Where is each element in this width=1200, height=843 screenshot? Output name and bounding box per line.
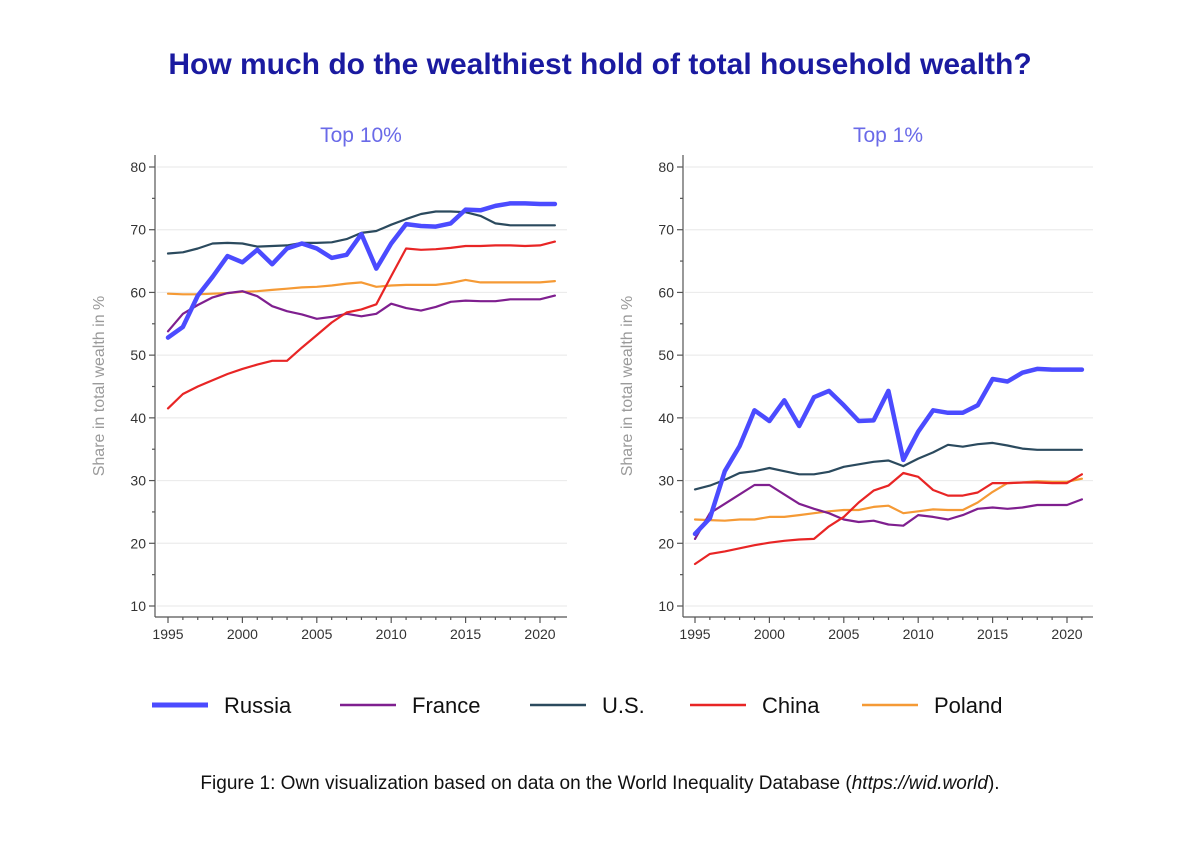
y-tick-label: 70 [658,222,674,238]
panel-title-top-10: Top 10% [320,124,402,147]
y-tick-label: 60 [658,284,674,300]
x-tick-label: 1995 [679,626,710,642]
legend-label: Poland [934,693,1003,718]
legend: Russia France U.S. China Poland [152,693,1003,718]
x-tick-label: 2000 [754,626,785,642]
series-line-france [166,290,557,333]
y-tick-label: 60 [130,284,146,300]
series-line-russia [692,366,1085,537]
x-tick-label: 2020 [1051,626,1082,642]
x-tick-label: 2015 [450,626,481,642]
series-line-russia [165,201,558,340]
y-tick-label: 20 [658,535,674,551]
y-tick-label: 70 [130,222,146,238]
x-tick-label: 2015 [977,626,1008,642]
legend-item-us: U.S. [530,693,645,718]
x-tick-label: 2005 [828,626,859,642]
y-tick-label: 10 [658,598,674,614]
y-tick-label: 80 [130,159,146,175]
legend-label: U.S. [602,693,645,718]
caption-link[interactable]: https://wid.world [851,773,988,794]
series-line-us [693,441,1084,491]
caption-prefix: Figure 1: Own visualization based on dat… [200,773,852,794]
chart-top-1: Top 1% Share in total wealth in % 10 20 30… [619,124,1093,642]
y-tick-label: 80 [658,159,674,175]
chart-top-10: Top 10% Share in total wealth in % 10 20 3… [91,124,567,642]
y-tick-label: 40 [130,410,146,426]
y-axis-title-top-1: Share in total wealth in % [619,296,636,477]
x-tick-label: 2005 [301,626,332,642]
figure-caption: Figure 1: Own visualization based on dat… [0,773,1200,795]
y-tick-label: 50 [130,347,146,363]
figure-title: How much do the wealthiest hold of total… [168,48,1032,81]
y-tick-label: 40 [658,410,674,426]
x-tick-label: 1995 [152,626,183,642]
legend-label: France [412,693,480,718]
y-tick-label: 30 [130,473,146,489]
legend-item-china: China [690,693,820,718]
caption-suffix: ). [987,773,1000,794]
series-line-china [166,240,557,410]
legend-label: Russia [224,693,292,718]
x-tick-label: 2000 [227,626,258,642]
legend-item-france: France [340,693,480,718]
series-line-france [693,483,1084,541]
x-tick-label: 2010 [903,626,934,642]
legend-item-russia: Russia [152,693,292,718]
y-tick-label: 30 [658,473,674,489]
y-axis-title-top-10: Share in total wealth in % [91,296,108,477]
legend-label: China [762,693,820,718]
y-tick-label: 10 [130,598,146,614]
y-tick-label: 20 [130,535,146,551]
x-tick-label: 2010 [376,626,407,642]
series-line-china [693,471,1084,566]
panel-title-top-1: Top 1% [853,124,923,147]
legend-item-poland: Poland [862,693,1003,718]
y-tick-label: 50 [658,347,674,363]
x-tick-label: 2020 [524,626,555,642]
